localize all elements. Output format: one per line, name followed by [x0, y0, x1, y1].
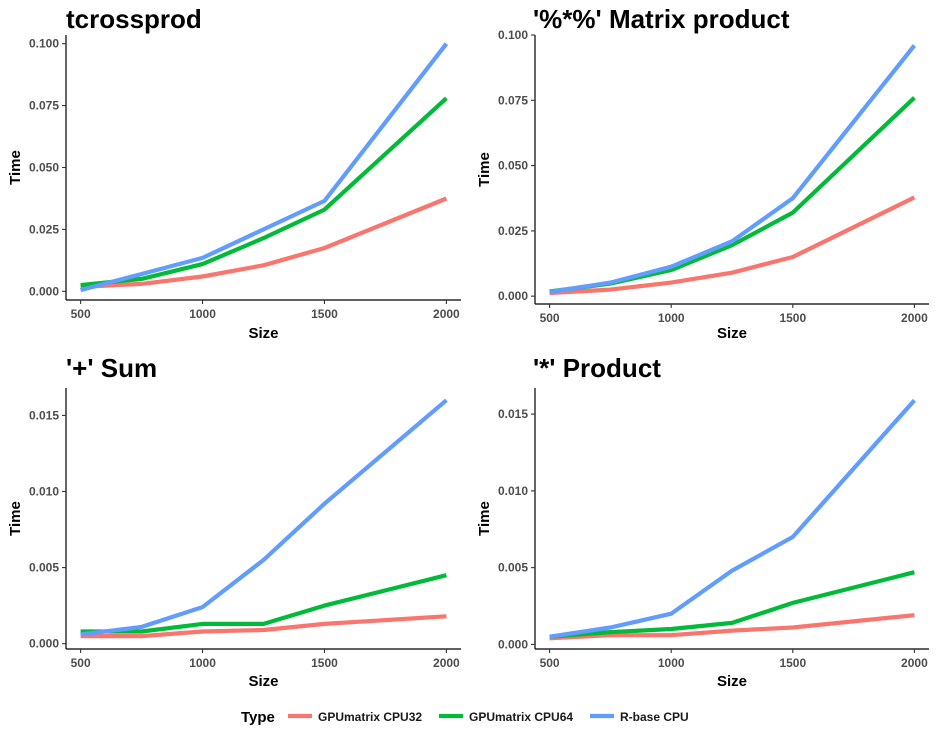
- panel-title: '+' Sum: [66, 353, 157, 383]
- series-line-r-base-cpu: [549, 44, 917, 295]
- series-line-gpumatrix-cpu64: [80, 573, 447, 634]
- y-tick-label: 0.000: [498, 289, 528, 303]
- y-axis-title: Time: [476, 152, 493, 187]
- x-tick-label: 1500: [779, 656, 806, 670]
- y-tick-label: 0.100: [29, 37, 59, 51]
- x-axis-title: Size: [717, 325, 747, 342]
- series-line-gpumatrix-cpu32: [549, 613, 915, 641]
- y-tick-label: 0.000: [29, 284, 59, 298]
- chart-panel-4: '*' Product 0.000 0.005 0.010 0.015 500 1000 15…: [476, 353, 929, 690]
- y-axis-title: Time: [476, 501, 493, 536]
- x-tick-label: 500: [540, 311, 560, 325]
- series-line-gpumatrix-cpu64: [80, 96, 448, 288]
- x-tick-label: 500: [71, 656, 91, 670]
- x-tick-label: 500: [540, 656, 560, 670]
- series-line-gpumatrix-cpu32: [549, 195, 916, 296]
- legend-title: Type: [241, 709, 275, 726]
- chart-panel-2: '%*%' Matrix product 0.000 0.025 0.050 0.075…: [476, 4, 929, 342]
- x-tick-label: 2000: [901, 656, 928, 670]
- x-axis-title: Size: [248, 325, 278, 342]
- y-tick-label: 0.050: [29, 161, 59, 175]
- y-tick-label: 0.005: [29, 561, 59, 575]
- series-lines: [80, 42, 449, 293]
- y-tick-label: 0.025: [498, 224, 528, 238]
- legend-label: R-base CPU: [620, 710, 689, 724]
- x-tick-label: 1000: [658, 656, 685, 670]
- y-tick-label: 0.010: [498, 484, 528, 498]
- legend-item-r-base-cpu: R-base CPU: [590, 710, 689, 724]
- legend: Type GPUmatrix CPU32 GPUmatrix CPU64 R-base…: [241, 709, 689, 726]
- chart-panel-1: tcrossprod 0.000 0.025 0.050 0.075 0.100 500 10…: [7, 4, 461, 342]
- x-tick-label: 2000: [433, 656, 460, 670]
- y-tick-label: 0.015: [498, 407, 528, 421]
- legend-item-gpumatrix-cpu64: GPUmatrix CPU64: [439, 710, 573, 724]
- legend-label: GPUmatrix CPU64: [469, 710, 573, 724]
- y-axis-title: Time: [7, 150, 24, 185]
- y-tick-label: 0.075: [498, 93, 528, 107]
- x-tick-label: 1000: [189, 307, 216, 321]
- y-tick-label: 0.015: [29, 408, 59, 422]
- series-line-gpumatrix-cpu32: [80, 196, 448, 289]
- x-tick-label: 1000: [658, 311, 685, 325]
- series-lines: [80, 398, 448, 639]
- x-tick-label: 1000: [189, 656, 216, 670]
- x-axis-title: Size: [717, 673, 747, 690]
- chart-panel-3: '+' Sum 0.000 0.005 0.010 0.015 500 1000 1500 20…: [7, 353, 461, 690]
- series-line-gpumatrix-cpu64: [549, 96, 916, 294]
- panel-title: tcrossprod: [66, 4, 202, 34]
- series-line-r-base-cpu: [549, 398, 916, 639]
- y-tick-label: 0.010: [29, 484, 59, 498]
- legend-item-gpumatrix-cpu32: GPUmatrix CPU32: [288, 710, 422, 724]
- panel-title: '%*%' Matrix product: [533, 4, 790, 34]
- x-tick-label: 1500: [311, 656, 338, 670]
- series-line-gpumatrix-cpu32: [80, 614, 447, 639]
- x-tick-label: 2000: [901, 311, 928, 325]
- y-axis-title: Time: [7, 501, 24, 536]
- legend-label: GPUmatrix CPU32: [318, 710, 422, 724]
- y-tick-label: 0.050: [498, 159, 528, 173]
- y-tick-label: 0.100: [498, 28, 528, 42]
- y-tick-label: 0.025: [29, 222, 59, 236]
- panel-title: '*' Product: [533, 353, 661, 383]
- x-tick-label: 2000: [433, 307, 460, 321]
- series-line-r-base-cpu: [80, 42, 449, 293]
- series-lines: [549, 398, 916, 641]
- series-line-r-base-cpu: [80, 398, 448, 637]
- y-tick-label: 0.005: [498, 561, 528, 575]
- series-lines: [549, 44, 917, 296]
- y-tick-label: 0.000: [498, 637, 528, 651]
- y-tick-label: 0.075: [29, 99, 59, 113]
- x-axis-title: Size: [248, 673, 278, 690]
- series-line-gpumatrix-cpu64: [549, 570, 915, 639]
- x-tick-label: 1500: [311, 307, 338, 321]
- x-tick-label: 1500: [779, 311, 806, 325]
- y-tick-label: 0.000: [29, 637, 59, 651]
- x-tick-label: 500: [71, 307, 91, 321]
